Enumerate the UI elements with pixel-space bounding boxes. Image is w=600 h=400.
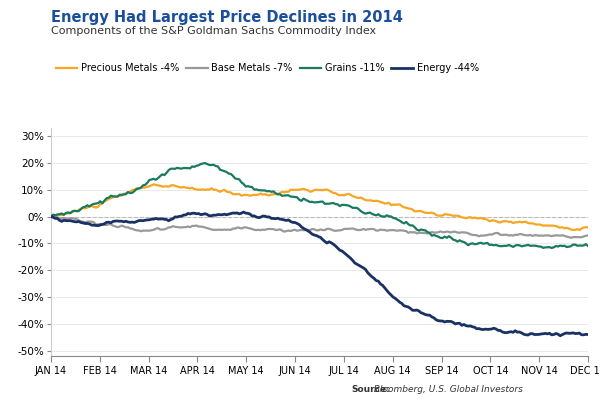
Text: Energy Had Largest Price Declines in 2014: Energy Had Largest Price Declines in 201… (51, 10, 403, 25)
Text: Components of the S&P Goldman Sachs Commodity Index: Components of the S&P Goldman Sachs Comm… (51, 26, 376, 36)
Legend: Precious Metals -4%, Base Metals -7%, Grains -11%, Energy -44%: Precious Metals -4%, Base Metals -7%, Gr… (56, 63, 479, 73)
Text: Bloomberg, U.S. Global Investors: Bloomberg, U.S. Global Investors (371, 385, 523, 394)
Text: Source:: Source: (351, 385, 390, 394)
